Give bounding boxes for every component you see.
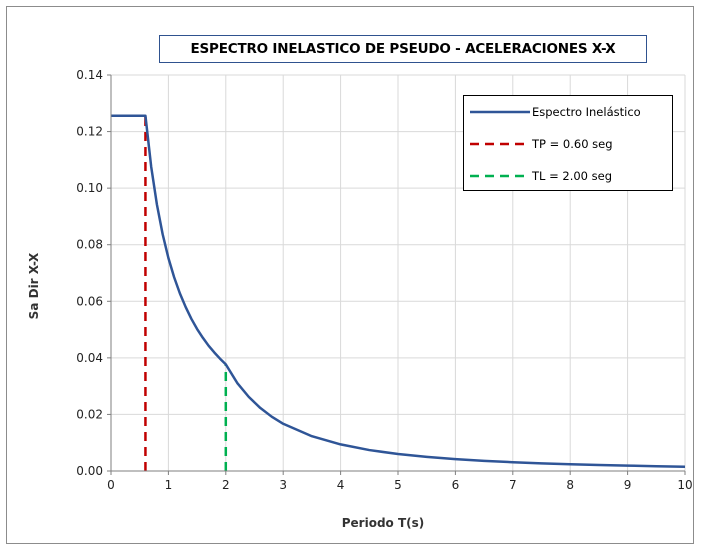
legend-item-espectro: Espectro Inelástico [470,102,641,122]
axes [107,74,686,475]
y-axis-title: Sa Dir X-X [27,252,41,319]
y-tick-label: 0.12 [76,125,103,139]
legend-line-dashed-red-icon [470,142,530,146]
legend-item-tl: TL = 2.00 seg [470,166,612,186]
y-tick-label: 0.14 [76,68,103,82]
x-tick-label: 3 [279,478,287,492]
legend: Espectro Inelástico TP = 0.60 seg TL = 2… [463,95,673,191]
legend-item-tp: TP = 0.60 seg [470,134,613,154]
x-tick-label: 5 [394,478,402,492]
legend-line-dashed-green-icon [470,174,530,178]
y-tick-label: 0.08 [76,238,103,252]
x-tick-label: 4 [337,478,345,492]
x-tick-label: 2 [222,478,230,492]
series-line-0 [111,114,686,469]
x-tick-label: 8 [566,478,574,492]
y-tick-label: 0.10 [76,181,103,195]
legend-line-solid-icon [470,110,530,114]
x-tick-label: 1 [165,478,173,492]
legend-label: Espectro Inelástico [532,105,641,119]
legend-label: TP = 0.60 seg [532,137,613,151]
y-tick-label: 0.04 [76,351,103,365]
chart-title: ESPECTRO INELASTICO DE PSEUDO - ACELERAC… [159,35,647,63]
x-tick-label: 0 [107,478,115,492]
x-tick-label: 9 [624,478,632,492]
x-tick-label: 7 [509,478,517,492]
x-tick-label: 6 [452,478,460,492]
x-axis-title: Periodo T(s) [342,516,425,530]
chart: 0 1 2 3 4 5 6 7 8 9 10 0.00 0.02 0.04 0.06 0.08 0.10 0.12… [27,68,693,530]
grid [111,74,686,471]
y-tick-label: 0.00 [76,464,103,478]
chart-frame: 0 1 2 3 4 5 6 7 8 9 10 0.00 0.02 0.04 0.06 0.08 0.10 0.12… [6,6,694,544]
y-tick-label: 0.02 [76,407,103,421]
legend-label: TL = 2.00 seg [532,169,613,183]
series-layer [111,114,686,471]
tick-labels: 0 1 2 3 4 5 6 7 8 9 10 0.00 0.02 0.04 0.06 0.08 0.10 0.12… [76,68,692,492]
y-tick-label: 0.06 [76,294,103,308]
x-tick-label: 10 [677,478,692,492]
